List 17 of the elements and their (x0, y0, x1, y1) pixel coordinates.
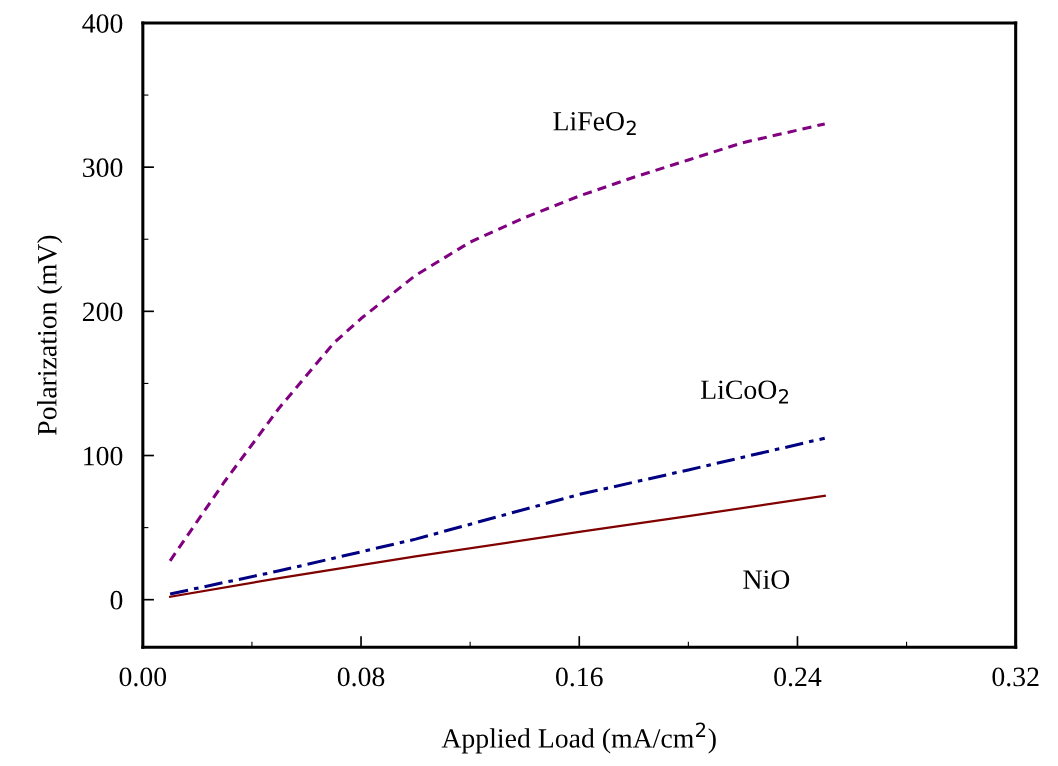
x-tick-label: 0.08 (337, 667, 385, 687)
line-series (168, 436, 827, 596)
y-axis-title: Polarization (mV) (37, 235, 63, 435)
text: NiO (743, 570, 790, 589)
series-label: LiCoO$_{2}$ (700, 380, 789, 404)
series-label: LiFeO$_{2}$ (553, 111, 636, 135)
x-tick-label: 0.16 (556, 667, 603, 687)
y-tick-label: 400 (82, 14, 123, 33)
line-series (169, 494, 826, 598)
y-tick-label: 200 (82, 302, 123, 322)
x-axis-title: Applied Load (mA/cm$^{2}$) (441, 722, 716, 754)
y-tick-label: 100 (84, 446, 123, 466)
y-tick-label: 300 (83, 158, 123, 178)
x-tick-label: 0.00 (119, 667, 167, 687)
x-tick-label: 0.32 (992, 667, 1039, 687)
y-tick-label: 0 (110, 590, 123, 610)
x-tick-label: 0.24 (774, 667, 822, 687)
